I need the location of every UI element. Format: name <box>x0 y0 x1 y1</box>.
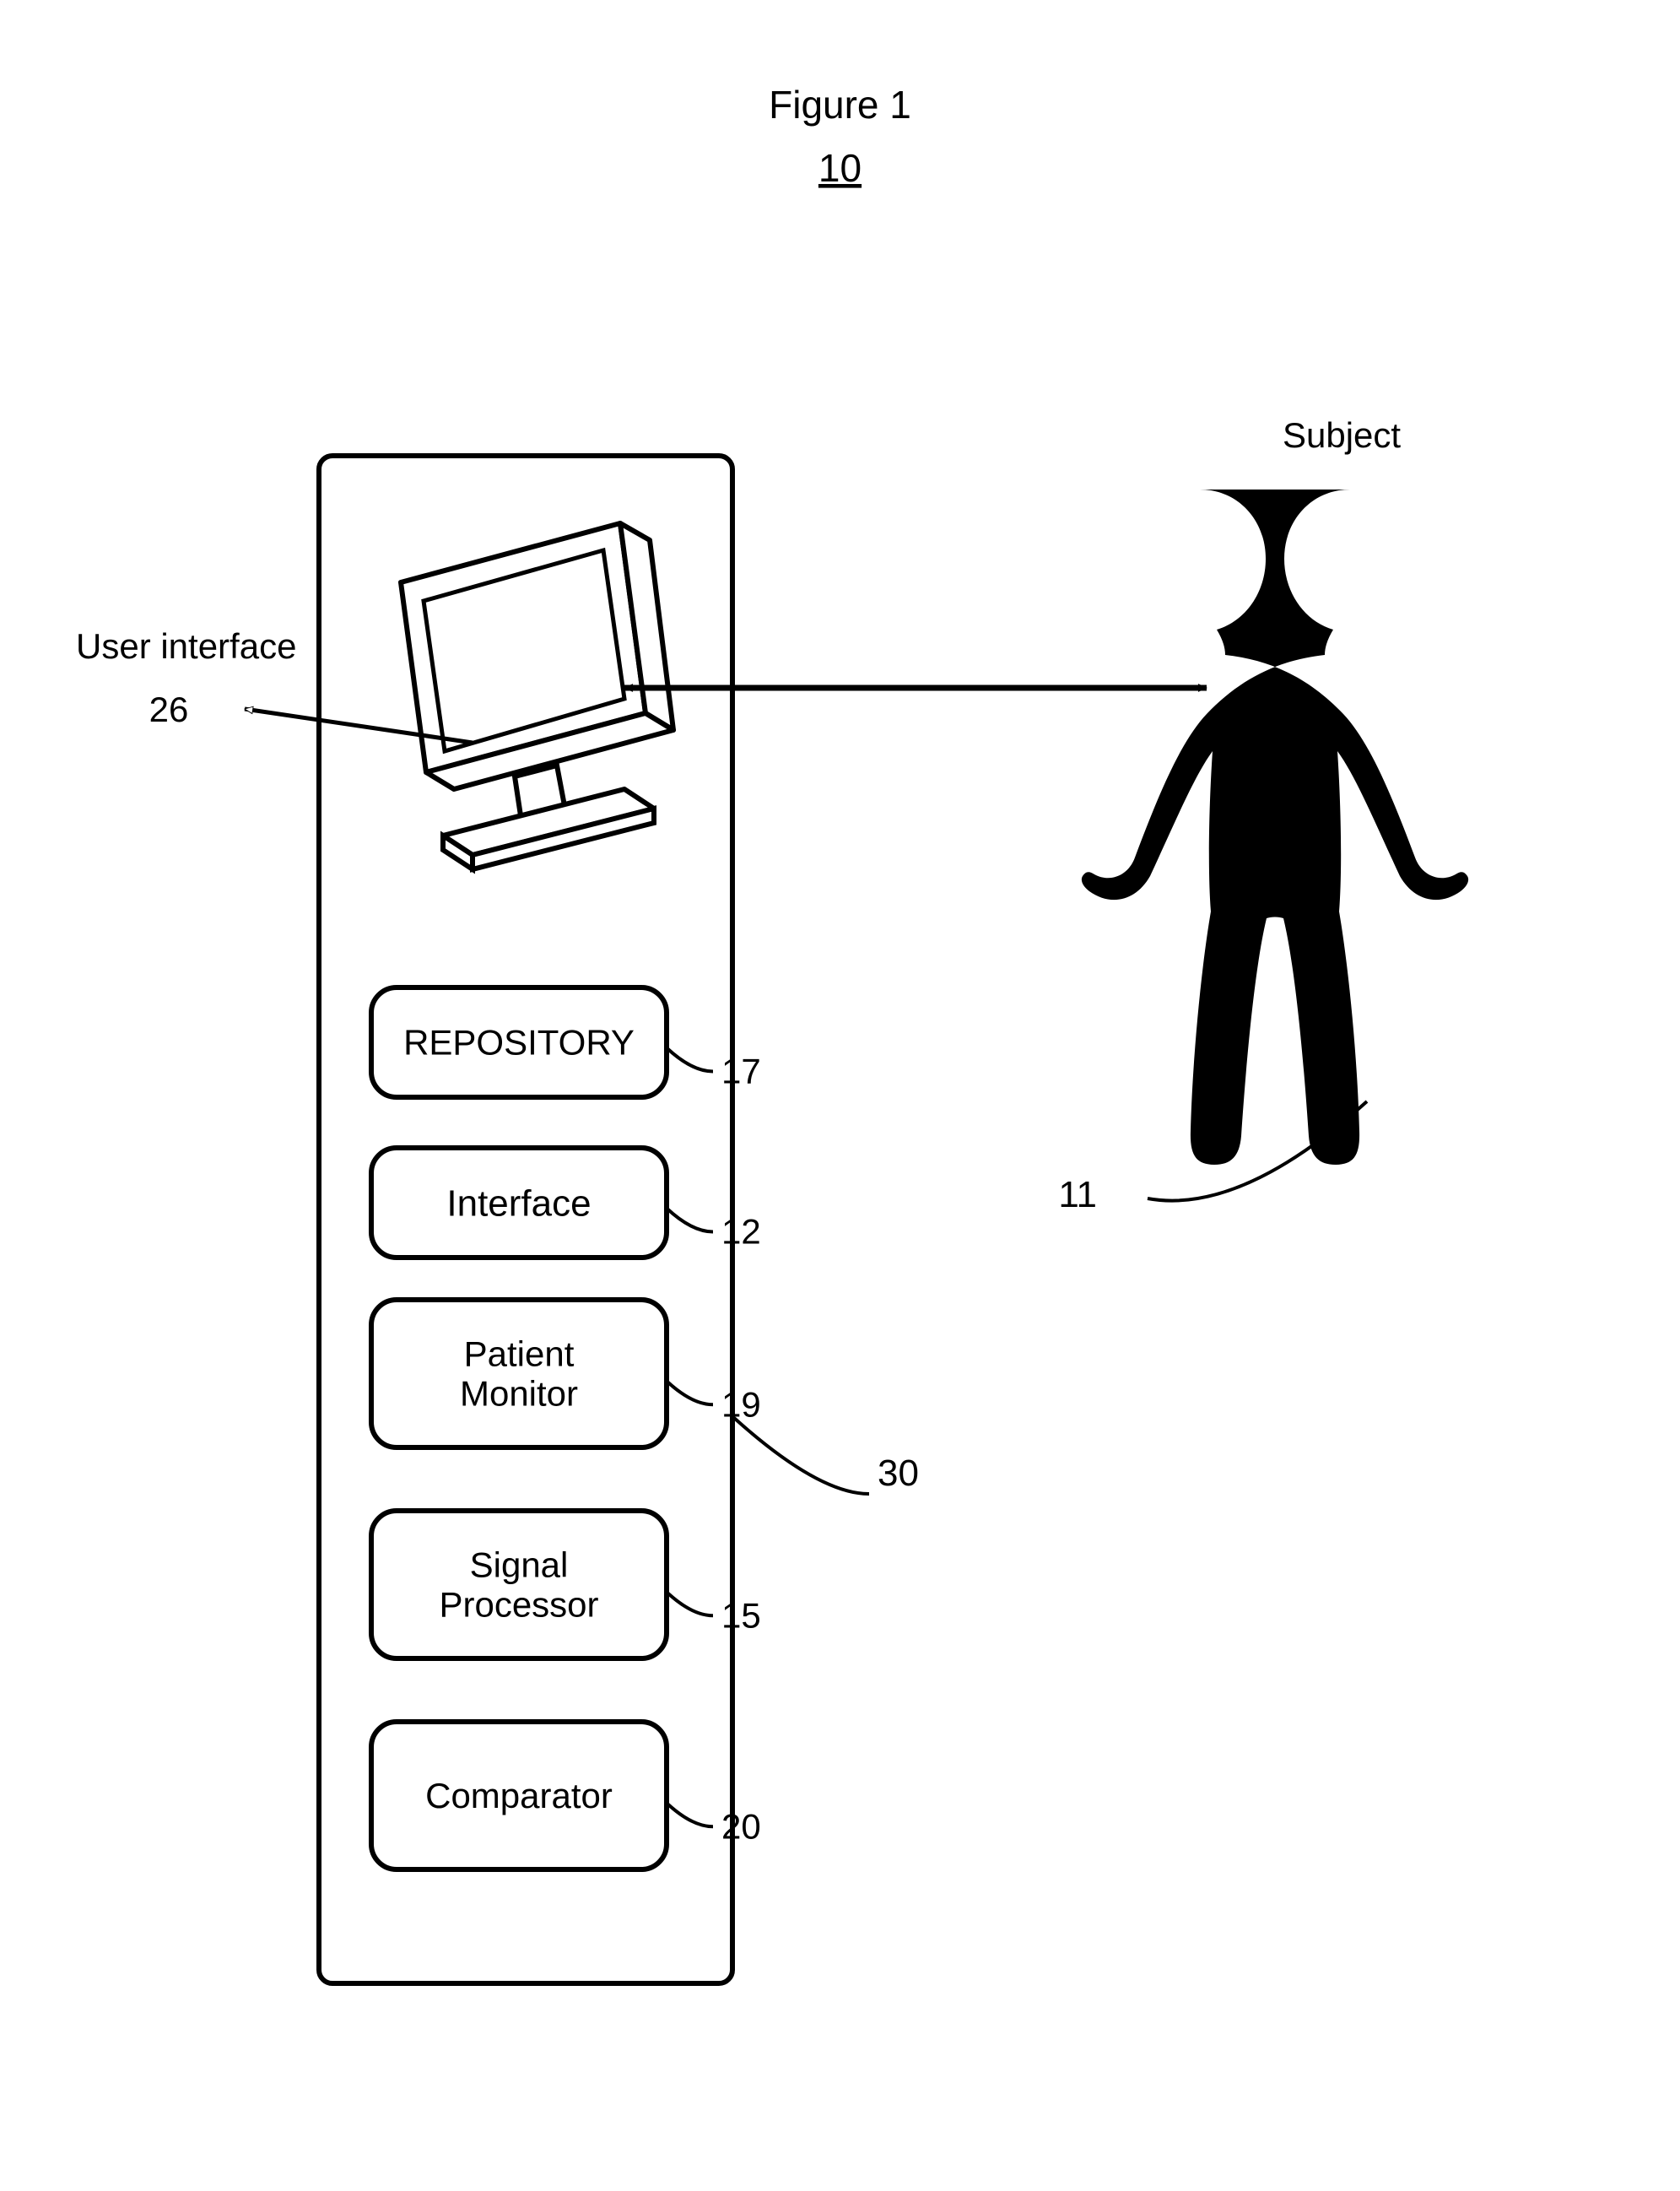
component-label-repository: REPOSITORY <box>403 1023 635 1063</box>
ref-label-19: 19 <box>721 1384 761 1424</box>
label-subject: Subject <box>1283 415 1401 455</box>
ref-label-11: 11 <box>1058 1174 1097 1215</box>
component-label-interface: Interface <box>446 1182 591 1224</box>
ref-label-26: 26 <box>149 690 189 729</box>
figure-title: Figure 1 <box>769 83 911 127</box>
component-label-comparator: Comparator <box>425 1776 613 1815</box>
component-label-patient-monitor: Patient <box>464 1334 575 1374</box>
ref-label-12: 12 <box>721 1212 761 1252</box>
label-user-interface: User interface <box>76 626 296 666</box>
component-label-patient-monitor: Monitor <box>460 1374 578 1414</box>
ref-label-15: 15 <box>721 1595 761 1635</box>
ref-label-17: 17 <box>721 1052 761 1091</box>
component-label-signal-processor: Signal <box>470 1545 569 1585</box>
ref-label-30: 30 <box>878 1453 919 1494</box>
figure-refnum: 10 <box>818 146 862 190</box>
ref-label-20: 20 <box>721 1806 761 1846</box>
component-label-signal-processor: Processor <box>439 1585 598 1625</box>
